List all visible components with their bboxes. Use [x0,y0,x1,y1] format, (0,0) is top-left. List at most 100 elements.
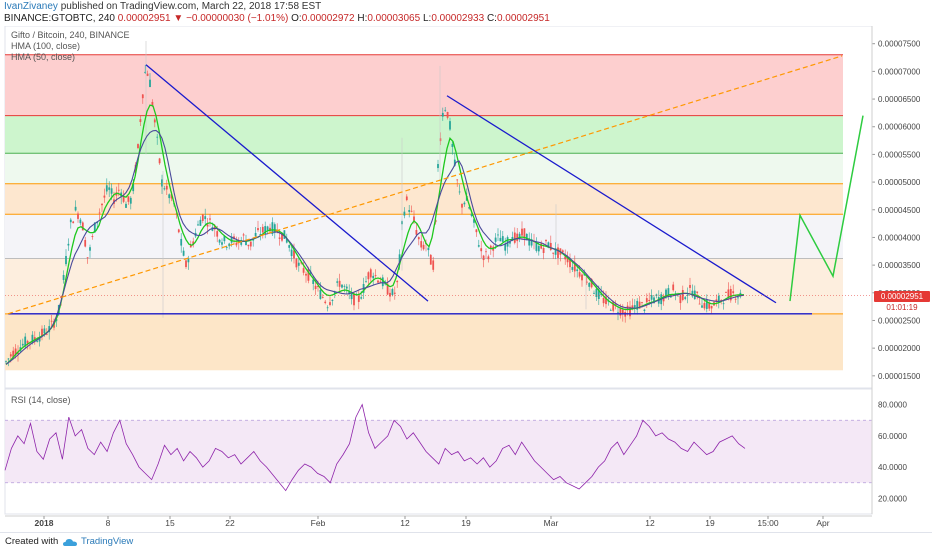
candle-body [110,188,113,194]
candle-body [528,238,531,246]
candle-body [681,290,684,300]
candle-body [374,275,377,276]
candle-body [665,289,667,297]
down-arrow-icon: ▼ [173,13,184,24]
candle-body [480,248,483,252]
candle-body [468,207,471,209]
candle-body [324,301,327,304]
candle-body [482,255,485,261]
author-link[interactable]: IvanZivaney [4,1,58,12]
candle-body [74,206,77,211]
chart-area[interactable]: 0.00007500 0.00007000 0.00006500 0.00006000… [0,26,932,532]
candle-body [722,303,725,305]
candle-body [151,101,154,106]
candle-body [197,224,199,226]
trendline [446,95,777,304]
candle-body [307,269,310,281]
candle-body [9,354,12,357]
candle-body [461,203,463,208]
rsi-legend[interactable]: RSI (14, close) [11,395,71,405]
candle-body [497,234,499,236]
candle-body [619,307,622,316]
time-tick-label: 19 [705,518,715,528]
candle-body [245,240,247,246]
time-tick-label: 12 [400,518,410,528]
candle-body [732,291,735,294]
candle-body [230,236,233,243]
candle-body [14,348,17,355]
candle-body [458,191,461,193]
candles [5,40,742,367]
candle-body [240,240,243,245]
candle-body [187,258,190,263]
candle-body [67,243,70,246]
candle-body [540,243,543,249]
hma100-legend[interactable]: HMA (100, close) [11,41,81,51]
candle-body [288,245,291,248]
candle-body [410,210,413,212]
candle-body [573,262,576,272]
candle-body [636,300,639,310]
candle-body [65,256,67,265]
candle-body [437,164,439,169]
candle-body [189,244,192,248]
low-label: L: [422,13,432,24]
candle-body [638,301,641,309]
candle-body [266,226,269,230]
level-zone [5,153,843,184]
candle-body [353,293,355,306]
candle-body [679,295,682,304]
candle-body [689,285,691,288]
rsi-tick-label: 80.0000 [878,401,907,410]
candle-body [149,79,151,87]
candle-body [341,284,343,288]
candle-body [242,234,245,236]
candle-body [389,292,391,297]
price-change: −0.00000030 (−1.01%) [186,13,289,24]
candle-body [175,213,178,215]
candle-body [506,237,509,247]
candle-body [43,328,46,334]
symbol-label: BINANCE:GTOBTC, 240 [4,13,115,24]
time-tick-label: 22 [225,518,235,528]
open-label: O: [291,13,302,24]
tradingview-logo[interactable]: TradingView [81,536,134,547]
candle-body [701,305,703,308]
candle-body [24,336,27,347]
candle-body [655,294,658,296]
candle-body [77,213,79,219]
time-tick-label: 2018 [35,518,54,528]
candle-body [69,219,72,223]
footer: Created with TradingView [0,532,932,551]
candle-body [261,226,264,233]
level-zones [4,26,873,515]
candle-body [295,258,298,268]
ohlc-bar: BINANCE:GTOBTC, 240 0.00002951 ▼ −0.0000… [4,13,550,25]
candle-body [48,326,51,333]
hma50-legend[interactable]: HMA (50, close) [11,52,76,62]
price-tick-label: 0.00004000 [878,233,921,242]
candle-body [343,285,346,287]
candle-body [312,279,315,284]
candle-body [631,305,634,309]
candle-body [185,260,187,268]
candle-body [278,237,281,239]
candle-body [93,222,96,233]
candle-body [391,288,394,295]
candle-body [650,295,653,300]
projection-path [789,115,864,302]
candle-body [89,247,91,251]
candle-body [264,226,267,234]
time-tick-label: 12 [645,518,655,528]
candle-body [566,257,569,263]
candle-body [617,312,619,314]
close-label: C: [486,13,497,24]
candle-body [338,280,341,287]
axes: 0.00007500 0.00007000 0.00006500 0.00006000… [5,26,921,528]
candle-body [209,218,211,220]
candle-body [393,292,396,294]
candle-body [62,274,65,281]
candle-body [571,266,574,270]
candle-body [228,243,231,247]
candle-body [643,309,646,311]
